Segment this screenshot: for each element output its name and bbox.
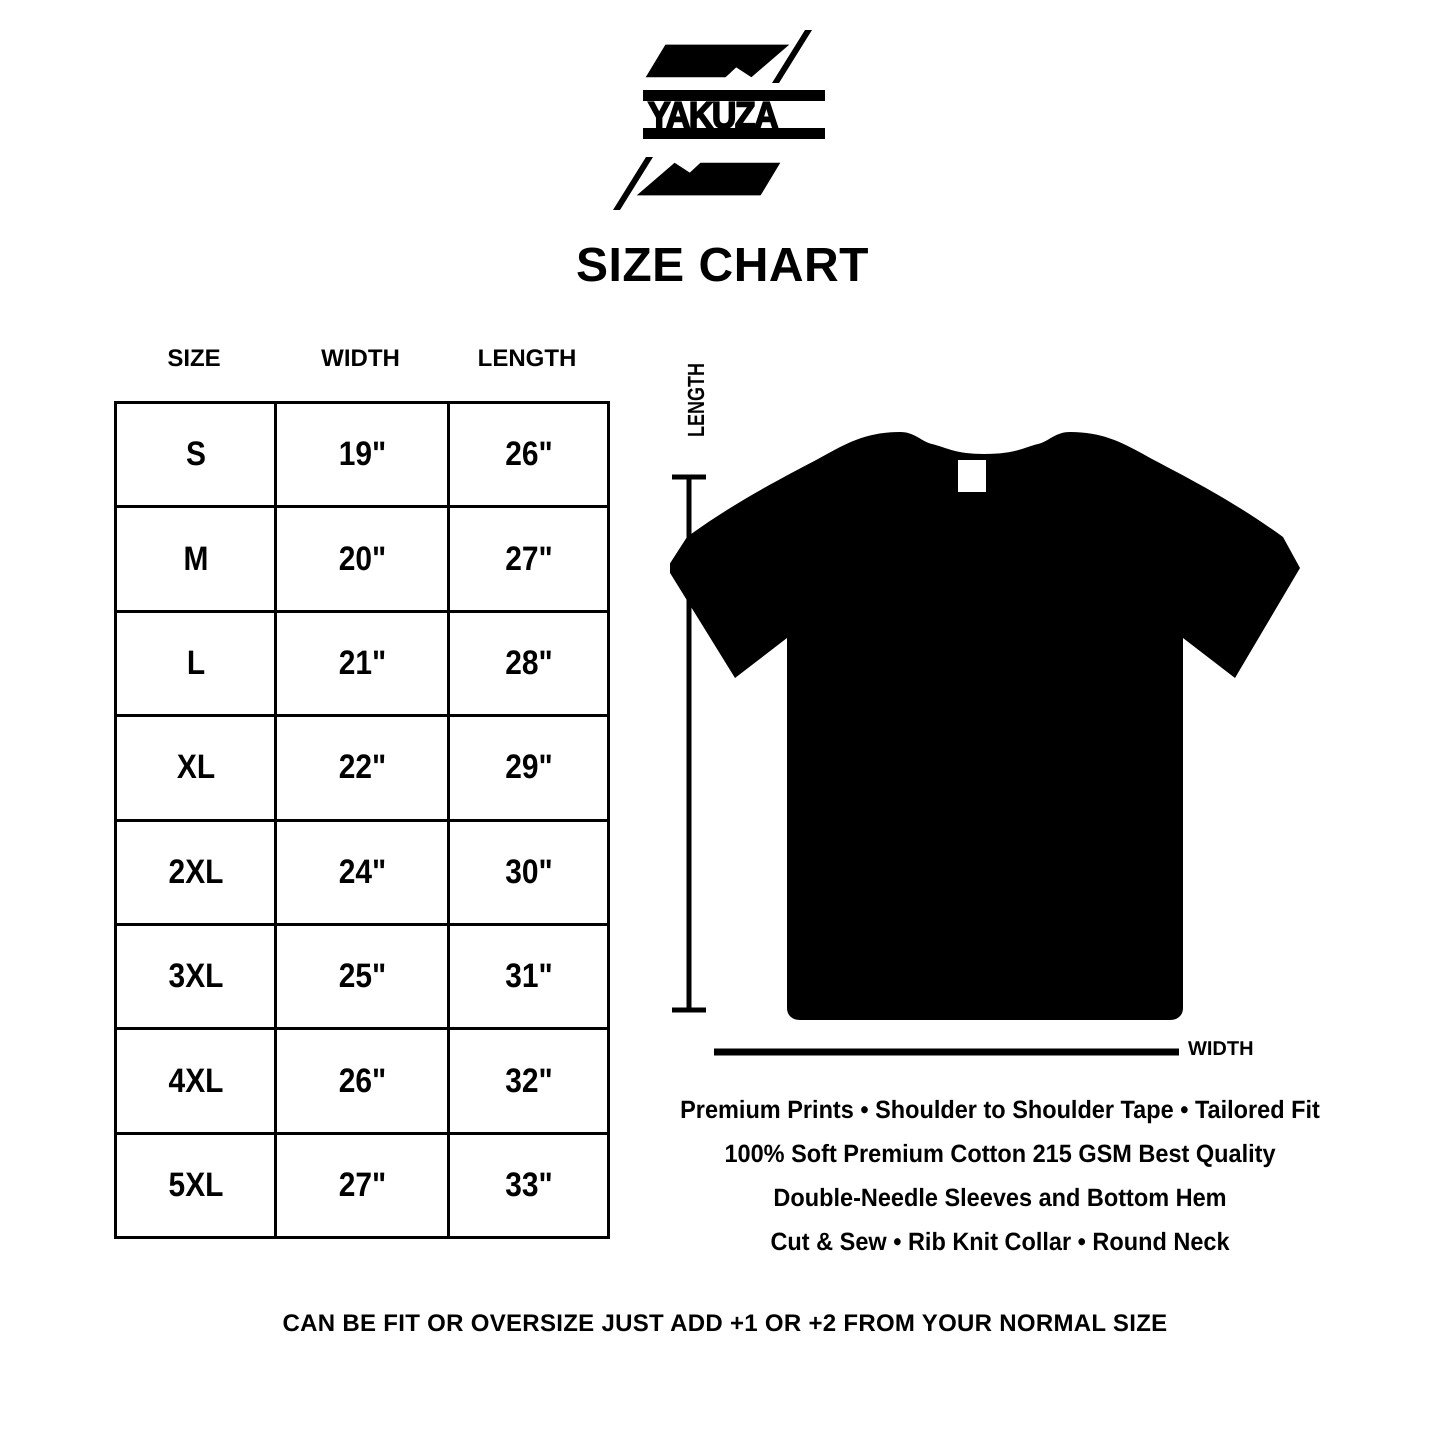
svg-text:YAKUZA: YAKUZA (648, 99, 778, 133)
